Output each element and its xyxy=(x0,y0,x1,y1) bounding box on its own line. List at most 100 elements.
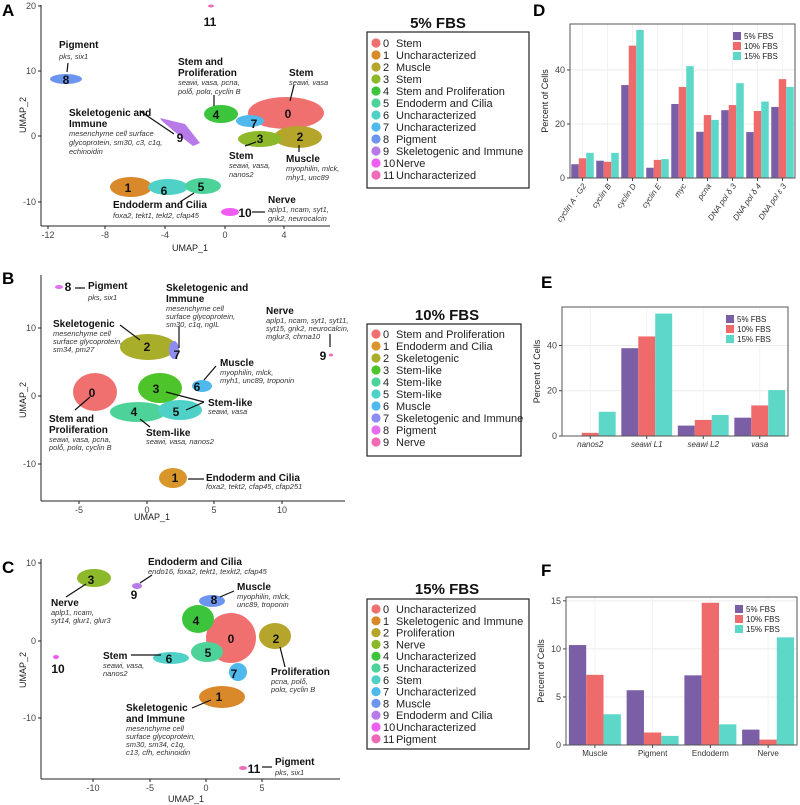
legend-label: 5% FBS xyxy=(737,315,766,324)
legend-number: 6 xyxy=(383,401,389,413)
annotations xyxy=(66,62,300,213)
cluster-label: 8 xyxy=(211,593,218,607)
legend-label: Proliferation xyxy=(396,628,455,640)
cluster-label: 3 xyxy=(257,132,264,146)
legend-label: Nerve xyxy=(396,437,425,449)
legend-label: Muscle xyxy=(396,62,431,74)
annotation-title: Proliferation xyxy=(271,667,330,678)
y-tick-label: 40 xyxy=(547,340,557,350)
y-ticks: 20 10 0 -10 xyxy=(23,1,41,207)
legend-title: 10% FBS xyxy=(415,307,479,324)
legend-swatch xyxy=(733,42,741,50)
bar-10fbs xyxy=(703,115,712,178)
annotation-title: Skeletogenic and xyxy=(69,108,151,119)
legend-5pct: 5% FBS 0 Stem 1 Uncharacterized 2 Muscle 3 Stem… xyxy=(366,15,530,189)
legend-swatch xyxy=(371,687,381,697)
legend-number: 1 xyxy=(383,341,389,353)
bar-10fbs xyxy=(653,159,662,178)
y-tick: 10 xyxy=(26,558,36,568)
legend-number: 10 xyxy=(383,722,395,734)
legend-label: Pigment xyxy=(396,425,436,437)
x-tick-label: seawi L1 xyxy=(631,440,663,449)
annotation-title: Nerve xyxy=(51,598,79,609)
bar-10fbs xyxy=(578,158,587,178)
legend-number: 2 xyxy=(383,353,389,365)
annotation-genes: foxa2, tekt1, tekt2, cfap45 xyxy=(113,211,200,220)
annotation-genes: grik2, neurocalcin xyxy=(268,214,327,223)
annotation-title: Proliferation xyxy=(178,68,237,79)
cluster-label: 6 xyxy=(194,380,201,394)
bar-5fbs xyxy=(626,690,644,745)
legend-number: 7 xyxy=(383,413,389,425)
bar-10fbs xyxy=(751,405,769,436)
bar-5fbs xyxy=(568,645,587,745)
annotation-genes: nanos2 xyxy=(103,669,128,678)
annotation-title: Nerve xyxy=(266,306,294,317)
legend-swatch xyxy=(371,437,381,447)
legend-number: 2 xyxy=(383,62,389,74)
legend-item: 6 Muscle xyxy=(371,401,431,413)
plot-frame xyxy=(561,306,789,437)
legend-label: Uncharacterized xyxy=(396,50,476,62)
annotations xyxy=(65,574,286,768)
annotation-genes: mesenchyme cell xyxy=(166,304,224,313)
annotation-genes: myophilin, mlck, xyxy=(220,368,273,377)
cluster-11 xyxy=(208,4,214,8)
bar-10fbs xyxy=(778,79,787,178)
annotation-title: Stem and xyxy=(178,57,223,68)
bar-10fbs xyxy=(586,674,604,745)
annotation-title: Stem xyxy=(289,68,314,79)
legend-swatch xyxy=(371,50,381,60)
legend-item: 1 Uncharacterized xyxy=(371,50,476,62)
annotation-genes: echinoidin xyxy=(69,147,103,156)
annotations xyxy=(74,287,331,480)
cluster-2 xyxy=(259,623,291,649)
annotation-genes: aplp1, ncam, syt1, xyxy=(268,205,329,214)
clusters xyxy=(53,569,291,770)
bar-15fbs xyxy=(686,66,694,178)
legend-item: 3 Stem xyxy=(371,74,422,86)
cluster-label: 3 xyxy=(153,382,160,396)
annotation-genes: c13, cfh, echinoidin xyxy=(126,748,190,757)
y-axis-title: UMAP_2 xyxy=(18,652,28,688)
cluster-3 xyxy=(77,569,111,587)
legend-label: 10% FBS xyxy=(744,42,778,51)
bar-15fbs xyxy=(661,159,669,178)
x-axis-title: UMAP_1 xyxy=(134,512,170,522)
y-tick-label: 20 xyxy=(547,386,557,396)
x-tick-label: cyclin A - G2 xyxy=(555,182,588,224)
bar-15fbs xyxy=(711,414,729,436)
x-tick-label: Nerve xyxy=(757,749,779,758)
annotation-genes: endo16, foxa2, tekt1, texkt2, cfap45 xyxy=(148,567,268,576)
annotation-title: Stem xyxy=(229,151,254,162)
legend-swatch xyxy=(371,74,381,84)
cluster-label: 4 xyxy=(131,405,138,419)
chart-legend-item: 5% FBS xyxy=(726,315,766,324)
legend-label: Stem-like xyxy=(396,377,442,389)
bar-5fbs xyxy=(734,417,752,436)
legend-swatch xyxy=(371,698,381,709)
panel-label-f: F xyxy=(541,561,551,580)
cluster-9 xyxy=(132,583,142,589)
legend-number: 7 xyxy=(383,687,389,699)
annotation-genes: seawi, vasa xyxy=(208,407,247,416)
legend-number: 1 xyxy=(383,50,389,62)
legend-swatch xyxy=(371,122,381,132)
cluster-label: 7 xyxy=(251,117,258,131)
cluster-label: 8 xyxy=(65,280,72,294)
annotation-title: Skeletogenic and xyxy=(166,283,248,294)
x-tick-label: Muscle xyxy=(582,749,608,758)
bar-5fbs xyxy=(677,425,695,436)
legend-swatch xyxy=(371,710,381,720)
legend-number: 5 xyxy=(383,663,389,675)
cluster-5 xyxy=(191,642,223,662)
legend-item: 9 Skeletogenic and Immune xyxy=(371,146,523,158)
bar-10fbs xyxy=(678,86,687,178)
legend-number: 4 xyxy=(383,377,389,389)
cluster-label: 0 xyxy=(285,107,292,121)
legend-swatch xyxy=(371,86,381,96)
x-tick: -12 xyxy=(41,230,54,240)
x-tick-label: myc xyxy=(672,182,688,199)
legend-label: Stem-like xyxy=(396,365,442,377)
bar-10fbs xyxy=(581,432,599,436)
